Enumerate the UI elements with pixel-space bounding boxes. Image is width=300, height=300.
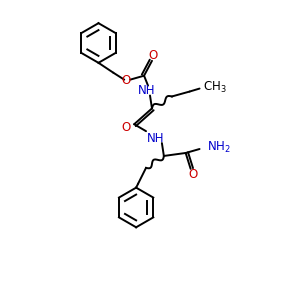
Text: O: O xyxy=(122,121,131,134)
Text: NH: NH xyxy=(138,84,156,97)
Text: NH$_2$: NH$_2$ xyxy=(208,140,231,154)
Text: O: O xyxy=(122,74,131,87)
Text: O: O xyxy=(188,168,197,181)
Text: CH$_3$: CH$_3$ xyxy=(203,80,227,95)
Text: O: O xyxy=(148,50,158,62)
Text: NH: NH xyxy=(147,132,165,145)
